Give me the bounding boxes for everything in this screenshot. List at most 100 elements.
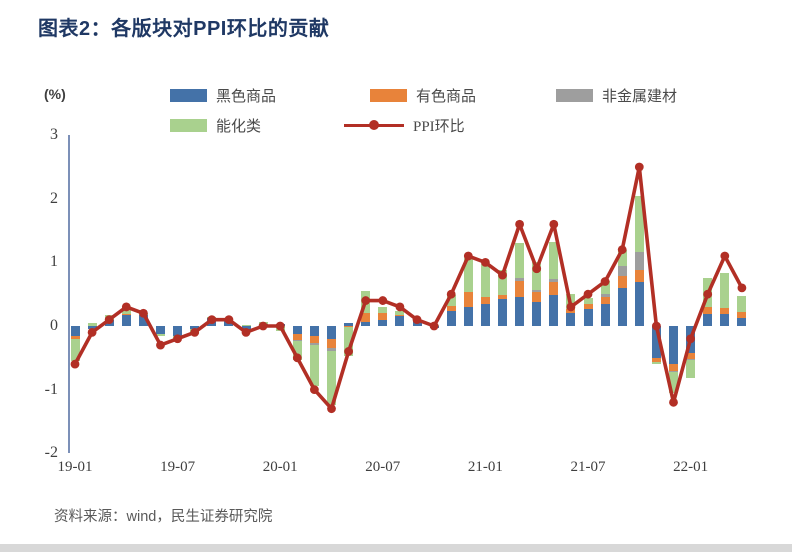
bar-segment-black-commodities	[703, 313, 713, 326]
bar-segment-black-commodities	[720, 313, 730, 326]
bar-segment-energy-chemicals	[498, 270, 507, 296]
bar-segment-energy-chemicals	[258, 321, 268, 325]
bar-segment-black-commodities	[156, 326, 165, 334]
bar-segment-black-commodities	[686, 326, 696, 353]
bar-segment-nonferrous-commodities	[498, 295, 507, 300]
bar-segment-black-commodities	[292, 326, 302, 334]
x-tick-label: 19-07	[160, 459, 196, 475]
bar-segment-energy-chemicals	[532, 261, 542, 291]
bar-segment-nonferrous-commodities	[532, 292, 542, 303]
bar-segment-black-commodities	[138, 315, 148, 326]
bar-segment-energy-chemicals	[87, 322, 97, 326]
bar-segment-black-commodities	[515, 297, 525, 326]
bar-segment-black-commodities	[309, 326, 319, 336]
bar-segment-nonmetal-building-materials	[515, 278, 525, 282]
bar-segment-nonferrous-commodities	[309, 335, 319, 344]
bar-segment-energy-chemicals	[395, 311, 405, 315]
bar-segment-nonmetal-building-materials	[634, 251, 644, 271]
source-note: 资料来源：wind，民生证券研究院	[54, 509, 273, 525]
legend-item-energy-chemicals: 能化类	[170, 117, 262, 135]
bar-segment-energy-chemicals	[275, 326, 285, 332]
bar-segment-black-commodities	[446, 310, 456, 326]
bar-segment-energy-chemicals	[583, 298, 593, 305]
x-tick-label: 22-01	[673, 459, 709, 475]
legend-item-nonferrous-commodities: 有色商品	[370, 87, 476, 105]
bar-segment-energy-chemicals	[121, 308, 131, 314]
bar-segment-energy-chemicals	[515, 243, 525, 279]
legend-label: 能化类	[216, 118, 262, 135]
bar-segment-black-commodities	[361, 322, 371, 326]
bar-segment-energy-chemicals	[156, 333, 165, 336]
bar-segment-black-commodities	[737, 318, 747, 326]
bar-segment-black-commodities	[224, 319, 234, 326]
bar-segment-energy-chemicals	[138, 313, 148, 316]
bar-segment-energy-chemicals	[241, 324, 251, 326]
bar-segment-black-commodities	[412, 320, 422, 326]
legend-item-black-commodities: 黑色商品	[170, 87, 276, 105]
x-tick-label: 20-07	[365, 459, 401, 475]
legend-item-ppi-mom-line: PPI环比	[344, 117, 465, 135]
ppi-line-marker	[156, 340, 165, 350]
x-tick-label: 21-01	[467, 459, 503, 475]
bar-segment-energy-chemicals	[378, 306, 388, 314]
ppi-line-marker	[720, 251, 730, 261]
bar-segment-nonferrous-commodities	[480, 297, 490, 305]
bar-segment-black-commodities	[70, 326, 80, 336]
ppi-line-marker	[378, 296, 388, 305]
bar-segment-black-commodities	[669, 326, 678, 365]
ppi-line-marker	[310, 385, 319, 394]
legend-swatch-gray	[556, 88, 593, 102]
bar-segment-energy-chemicals	[292, 341, 302, 361]
bar-segment-black-commodities	[600, 303, 610, 326]
bar-segment-black-commodities	[395, 316, 405, 326]
bar-segment-black-commodities	[327, 326, 336, 339]
bar-segment-black-commodities	[121, 315, 131, 326]
ppi-line-marker	[549, 219, 559, 229]
bar-segment-nonferrous-commodities	[395, 314, 405, 317]
bar-segment-black-commodities	[258, 324, 268, 326]
bar-segment-black-commodities	[480, 304, 490, 326]
bar-segment-energy-chemicals	[669, 371, 678, 393]
bar-segment-nonferrous-commodities	[327, 338, 336, 349]
ppi-line-marker	[515, 219, 524, 229]
bar-segment-energy-chemicals	[651, 362, 661, 364]
bar-segment-black-commodities	[532, 302, 542, 326]
bar-segment-black-commodities	[651, 326, 661, 358]
ppi-line-marker	[737, 283, 747, 293]
bar-segment-black-commodities	[583, 309, 593, 326]
y-tick-label: 2	[50, 189, 58, 207]
bar-segment-black-commodities	[173, 326, 183, 336]
ppi-line-marker	[634, 162, 644, 172]
bar-segment-black-commodities	[463, 306, 473, 326]
bar-segment-nonferrous-commodities	[703, 306, 713, 314]
ppi-line-marker	[70, 359, 80, 369]
bar-segment-nonferrous-commodities	[583, 304, 593, 310]
bar-segment-energy-chemicals	[309, 345, 319, 387]
bar-segment-energy-chemicals	[703, 278, 713, 307]
bar-segment-nonferrous-commodities	[446, 305, 456, 311]
y-tick-label: -1	[44, 380, 58, 398]
x-tick-label: 20-01	[262, 459, 298, 475]
bar-segment-nonferrous-commodities	[617, 275, 627, 288]
bottom-divider-strip	[0, 544, 792, 552]
bar-segment-black-commodities	[498, 299, 507, 326]
y-axis-line	[68, 135, 70, 453]
ppi-line-marker	[87, 327, 97, 337]
x-tick-label: 19-01	[57, 459, 93, 475]
bar-segment-nonmetal-building-materials	[600, 294, 610, 298]
bar-segment-nonferrous-commodities	[515, 281, 525, 298]
bar-segment-nonferrous-commodities	[566, 309, 576, 314]
bar-segment-black-commodities	[617, 287, 627, 326]
y-tick-label: -2	[44, 444, 58, 462]
bar-segment-energy-chemicals	[720, 272, 730, 308]
y-tick-label: 0	[50, 317, 58, 334]
bar-segment-nonmetal-building-materials	[549, 278, 559, 283]
bar-segment-nonferrous-commodities	[378, 313, 388, 320]
bar-segment-energy-chemicals	[344, 327, 354, 356]
bar-segment-energy-chemicals	[446, 295, 456, 306]
bar-segment-energy-chemicals	[173, 335, 183, 339]
bar-segment-nonferrous-commodities	[463, 291, 473, 307]
y-axis-unit-label: (%)	[44, 86, 66, 102]
bar-segment-black-commodities	[634, 282, 644, 326]
legend-label: PPI环比	[413, 118, 465, 135]
